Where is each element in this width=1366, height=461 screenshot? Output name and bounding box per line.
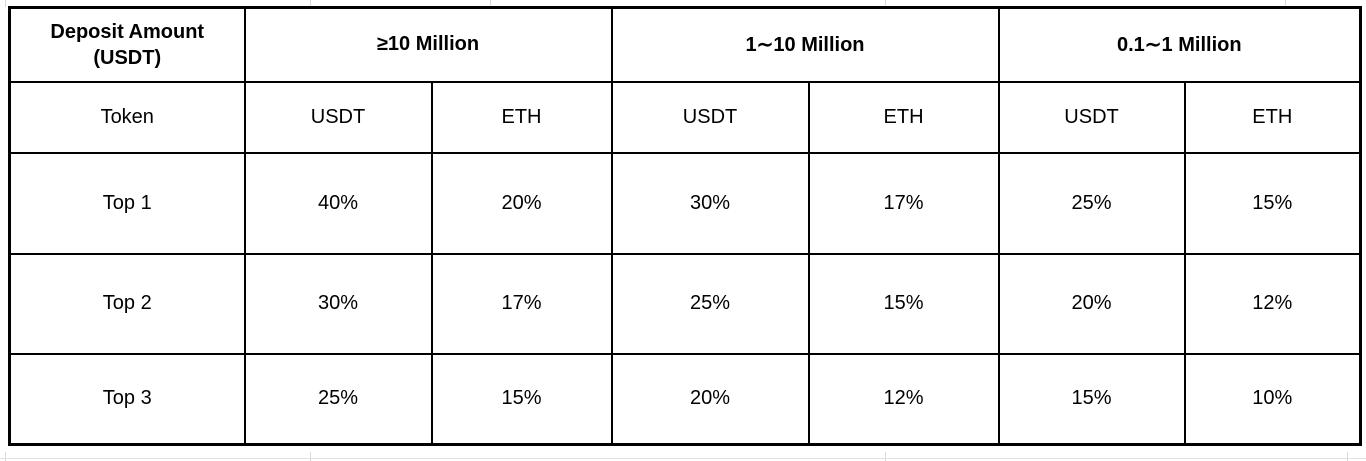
gridline [310,452,311,461]
value-cell: 12% [807,352,1000,446]
value-cell: 12% [1183,252,1362,355]
gridline [0,458,1366,459]
token-label-cell: Token [8,80,246,154]
value-cell: 15% [997,352,1186,446]
value-cell: 25% [997,151,1186,255]
token-col-usdt-2: USDT [610,80,810,154]
row-label-top2: Top 2 [8,252,246,355]
token-col-eth-2: ETH [807,80,1000,154]
gridline [490,0,491,7]
gridline [885,452,886,461]
token-col-usdt-3: USDT [997,80,1186,154]
tier-header-01-1m: 0.1∼1 Million [997,6,1362,83]
table-row-top1: Top 1 40% 20% 30% 17% 25% 15% [8,151,1362,255]
gridline [1285,0,1286,7]
value-cell: 30% [243,252,433,355]
value-cell: 17% [430,252,613,355]
token-col-eth-1: ETH [430,80,613,154]
table-row-top2: Top 2 30% 17% 25% 15% 20% 12% [8,252,1362,355]
tier-header-1-10m: 1∼10 Million [610,6,1000,83]
value-cell: 20% [997,252,1186,355]
value-cell: 20% [430,151,613,255]
tier-header-gte-10m: ≥10 Million [243,6,613,83]
row-label-top3: Top 3 [8,352,246,446]
gridline [5,452,6,461]
value-cell: 17% [807,151,1000,255]
deposit-amount-header-line1: Deposit Amount [50,20,205,43]
gridline [310,0,311,7]
gridline [5,0,6,7]
value-cell: 25% [243,352,433,446]
row-label-top1: Top 1 [8,151,246,255]
value-cell: 30% [610,151,810,255]
table-row-top3: Top 3 25% 15% 20% 12% 15% 10% [8,352,1362,446]
deposit-amount-header-cell: Deposit Amount (USDT) [8,6,246,83]
token-col-usdt-1: USDT [243,80,433,154]
token-col-eth-3: ETH [1183,80,1362,154]
value-cell: 20% [610,352,810,446]
deposit-amount-header-line2: (USDT) [93,46,162,69]
value-cell: 15% [807,252,1000,355]
gridline [1347,452,1348,461]
gridline [885,0,886,7]
tier-header-row: Deposit Amount (USDT) ≥10 Million 1∼10 M… [8,6,1362,83]
value-cell: 15% [430,352,613,446]
value-cell: 40% [243,151,433,255]
deposit-commission-table: Deposit Amount (USDT) ≥10 Million 1∼10 M… [8,6,1363,446]
value-cell: 15% [1183,151,1362,255]
token-header-row: Token USDT ETH USDT ETH USDT ETH [8,80,1362,154]
value-cell: 10% [1183,352,1362,446]
value-cell: 25% [610,252,810,355]
